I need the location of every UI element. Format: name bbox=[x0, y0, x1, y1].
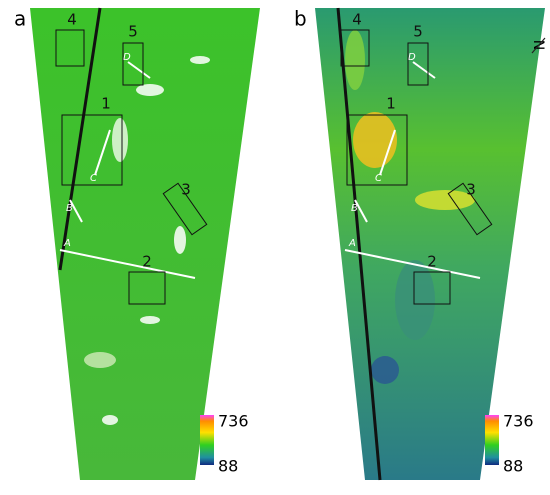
texture bbox=[345, 30, 365, 90]
fault-line bbox=[58, 7, 102, 271]
box-label: 3 bbox=[181, 181, 191, 199]
texture bbox=[112, 118, 128, 162]
profile-label: A bbox=[63, 238, 71, 249]
box-label: 4 bbox=[67, 11, 77, 29]
study-box bbox=[122, 42, 144, 86]
profile-label: C bbox=[90, 173, 97, 184]
texture bbox=[371, 356, 399, 384]
study-box bbox=[61, 114, 123, 186]
texture bbox=[190, 56, 210, 64]
texture bbox=[84, 352, 116, 368]
profile-line bbox=[59, 249, 196, 279]
panel-label: a bbox=[14, 7, 26, 31]
study-box bbox=[340, 29, 370, 67]
texture bbox=[174, 226, 186, 254]
box-label: 4 bbox=[352, 11, 362, 29]
profile-label: A bbox=[348, 238, 356, 249]
study-box bbox=[346, 114, 408, 186]
texture bbox=[140, 316, 160, 324]
texture bbox=[395, 260, 435, 340]
colorbar-max: 736 bbox=[218, 412, 249, 431]
panel-label: b bbox=[294, 7, 307, 31]
box-label: 1 bbox=[386, 95, 396, 113]
profile-label: C bbox=[375, 173, 382, 184]
colorbar bbox=[485, 415, 499, 465]
north-arrow bbox=[531, 37, 546, 54]
profile-line bbox=[344, 249, 481, 279]
texture bbox=[353, 112, 397, 168]
colorbar-min: 88 bbox=[218, 457, 238, 476]
box-label: 2 bbox=[142, 253, 152, 271]
box-label: 5 bbox=[413, 23, 423, 41]
profile-line bbox=[379, 129, 396, 176]
texture bbox=[415, 190, 475, 210]
profile-line bbox=[94, 129, 111, 176]
box-label: 5 bbox=[128, 23, 138, 41]
study-box bbox=[128, 271, 166, 305]
profile-label: D bbox=[408, 52, 416, 63]
profile-line bbox=[412, 61, 436, 79]
profile-line bbox=[127, 61, 151, 79]
box-label: 3 bbox=[466, 181, 476, 199]
study-box bbox=[55, 29, 85, 67]
study-box bbox=[447, 182, 493, 236]
profile-label: B bbox=[66, 203, 73, 214]
colorbar-max: 736 bbox=[503, 412, 534, 431]
north-label: N bbox=[530, 40, 546, 50]
colorbar-min: 88 bbox=[503, 457, 523, 476]
map-panel bbox=[315, 7, 545, 481]
profile-label: B bbox=[351, 203, 358, 214]
colorbar bbox=[200, 415, 214, 465]
profile-line bbox=[354, 199, 368, 223]
study-box bbox=[407, 42, 429, 86]
study-box bbox=[162, 182, 208, 236]
texture bbox=[102, 415, 118, 425]
fault-line bbox=[336, 7, 382, 481]
box-label: 2 bbox=[427, 253, 437, 271]
panels: a A B C D 1 2 3 4 5 736 88 b A B C D 1 2 3 4 5 736 88 bbox=[14, 7, 545, 481]
box-label: 1 bbox=[101, 95, 111, 113]
map-panel bbox=[30, 7, 260, 480]
texture bbox=[136, 84, 164, 96]
study-box bbox=[413, 271, 451, 305]
profile-line bbox=[69, 199, 83, 223]
profile-label: D bbox=[123, 52, 131, 63]
